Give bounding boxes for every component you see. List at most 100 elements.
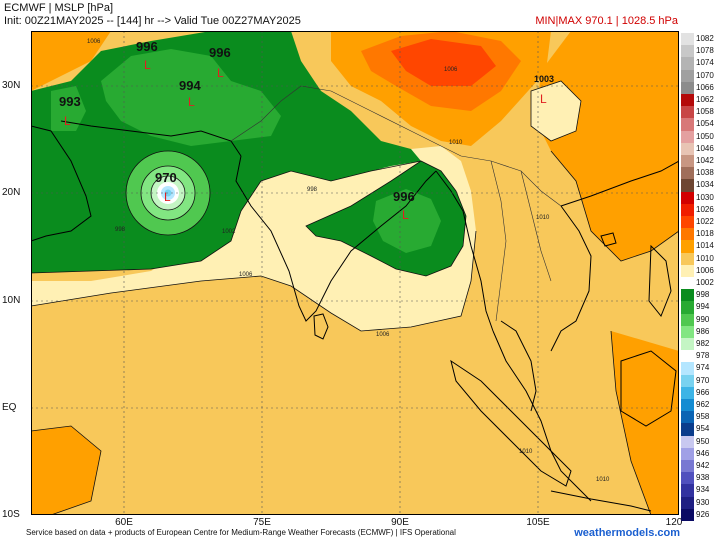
legend-row: 946 xyxy=(681,447,719,460)
border-line xyxy=(490,160,507,322)
legend-swatch xyxy=(681,472,694,485)
isobar-1010-se xyxy=(610,330,652,515)
legend-swatch xyxy=(681,325,694,338)
coastline-vietnam xyxy=(550,205,592,352)
legend-row: 970 xyxy=(681,374,719,387)
legend-label: 1082 xyxy=(696,34,714,43)
contour-label: 1006 xyxy=(87,39,101,45)
legend-row: 926 xyxy=(681,508,719,521)
coastline-sumatra xyxy=(450,359,572,487)
legend-swatch xyxy=(681,81,694,94)
low-marker: L xyxy=(144,58,151,72)
legend-swatch xyxy=(681,435,694,448)
legend-label: 998 xyxy=(696,290,710,300)
legend-row: 1054 xyxy=(681,118,719,131)
low-marker: L xyxy=(164,190,171,204)
legend-label: 994 xyxy=(696,302,710,312)
legend-label: 1042 xyxy=(696,156,714,165)
isobar-1006-tibet xyxy=(530,80,582,142)
init-valid-line: Init: 00Z21MAY2025 -- [144] hr --> Valid… xyxy=(4,15,301,27)
legend-row: 1010 xyxy=(681,252,719,265)
field-994-nw xyxy=(101,49,281,146)
center-value: 1003 xyxy=(534,74,554,84)
field-994-west xyxy=(51,86,86,131)
legend-row: 1066 xyxy=(681,81,719,94)
legend-row: 1082 xyxy=(681,33,719,46)
center-value: 996 xyxy=(136,39,158,54)
coastline-philippines xyxy=(648,244,672,317)
lon-label-90e: 90E xyxy=(391,517,409,528)
field-1006 xyxy=(31,136,476,331)
isobar-1006 xyxy=(31,230,477,332)
field-1014-southeast xyxy=(611,331,679,515)
legend-swatch xyxy=(681,423,694,436)
legend-row: 954 xyxy=(681,423,719,436)
legend-label: 938 xyxy=(696,473,710,483)
legend-row: 978 xyxy=(681,350,719,363)
legend-swatch xyxy=(681,130,694,143)
legend-label: 946 xyxy=(696,448,710,458)
legend-swatch xyxy=(681,240,694,253)
legend-swatch xyxy=(681,33,694,46)
field-994-bay xyxy=(373,189,441,253)
legend-swatch xyxy=(681,350,694,363)
legend-label: 954 xyxy=(696,424,710,434)
legend-swatch xyxy=(681,338,694,351)
contour-label: 1010 xyxy=(449,140,463,146)
legend-label: 982 xyxy=(696,339,710,348)
legend-row: 1042 xyxy=(681,155,719,168)
legend-swatch xyxy=(681,142,694,155)
legend-label: 986 xyxy=(696,326,710,336)
legend-label: 1054 xyxy=(696,119,714,129)
legend-row: 1022 xyxy=(681,216,719,229)
legend-swatch xyxy=(681,301,694,314)
legend-row: 1002 xyxy=(681,277,719,290)
legend-swatch xyxy=(681,155,694,168)
legend-row: 974 xyxy=(681,362,719,375)
lon-label-120: 120 xyxy=(665,517,683,528)
lat-label-10s: 10S xyxy=(2,509,20,520)
field-1022 xyxy=(391,39,496,86)
coastline-arabia xyxy=(31,125,92,242)
legend-swatch xyxy=(681,69,694,82)
border-line xyxy=(520,170,552,282)
legend-row: 938 xyxy=(681,472,719,485)
legend-row: 1062 xyxy=(681,94,719,107)
legend-row: 990 xyxy=(681,313,719,326)
legend-swatch xyxy=(681,106,694,119)
isobar-1002-bay xyxy=(305,160,467,277)
legend-row: 994 xyxy=(681,301,719,314)
legend-row: 1018 xyxy=(681,228,719,241)
legend-label: 1066 xyxy=(696,82,714,92)
map-title: ECMWF | MSLP [hPa] xyxy=(4,2,114,14)
legend-row: 982 xyxy=(681,338,719,351)
field-1014-west xyxy=(31,31,111,91)
lon-label-60e: 60E xyxy=(115,517,133,528)
data-attribution: Service based on data + products of Euro… xyxy=(26,528,456,537)
legend-row: 1034 xyxy=(681,179,719,192)
legend-row: 930 xyxy=(681,496,719,509)
contour-label: 1010 xyxy=(596,477,610,483)
contour-label: 998 xyxy=(307,187,318,193)
coastline-sri-lanka xyxy=(313,313,329,340)
lat-label-30n: 30N xyxy=(2,80,21,91)
isobar-998 xyxy=(31,160,422,274)
legend-label: 942 xyxy=(696,461,710,470)
field-1014-east xyxy=(536,31,679,261)
lat-label-20n: 20N xyxy=(2,187,21,198)
legend-swatch xyxy=(681,216,694,229)
legend-swatch xyxy=(681,191,694,204)
legend-swatch xyxy=(681,496,694,509)
center-value: 996 xyxy=(393,189,415,204)
coastline-bay-east xyxy=(435,170,494,332)
legend-swatch xyxy=(681,411,694,424)
legend-swatch xyxy=(681,167,694,180)
legend-label: 962 xyxy=(696,400,710,409)
legend-row: 966 xyxy=(681,386,719,399)
contour-label: 1010 xyxy=(519,449,533,455)
low-marker: L xyxy=(540,92,547,106)
field-1014-southwest xyxy=(31,426,101,515)
legend-label: 978 xyxy=(696,351,710,361)
legend-label: 1062 xyxy=(696,95,714,104)
low-marker: L xyxy=(64,114,71,128)
